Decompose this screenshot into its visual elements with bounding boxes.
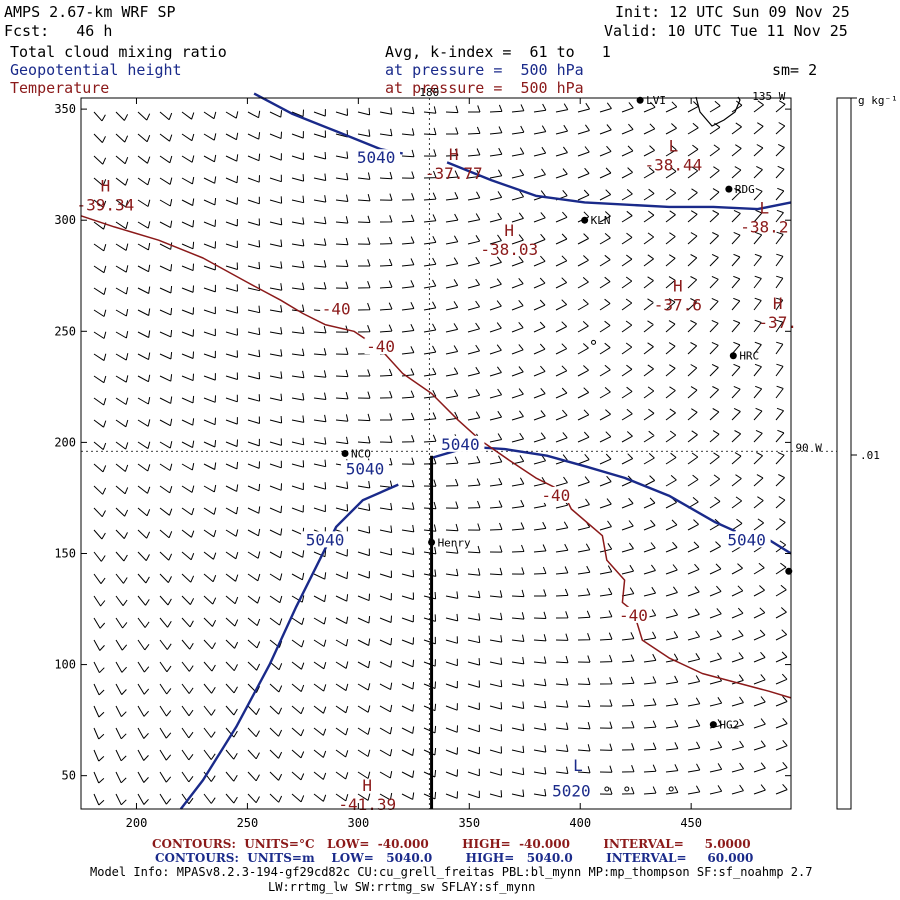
y-tick-label: 250 bbox=[54, 324, 76, 338]
extremum-value: -38.03 bbox=[480, 240, 538, 259]
temperature-pressure-level: at pressure = 500 hPa bbox=[385, 79, 584, 97]
x-tick-label: 250 bbox=[237, 816, 259, 830]
y-tick-label: 150 bbox=[54, 546, 76, 560]
station-dot bbox=[341, 450, 349, 457]
wind-barbs bbox=[93, 100, 788, 806]
footer-physics-info: LW:rrtmg_lw SW:rrtmg_sw SFLAY:sf_mynn bbox=[268, 880, 536, 894]
field-temperature-label: Temperature bbox=[10, 79, 110, 97]
height-contour-label: 5020 bbox=[552, 781, 591, 800]
y-tick-label: 50 bbox=[62, 769, 76, 783]
field-cloud-label: Total cloud mixing ratio bbox=[10, 43, 227, 61]
low-marker: L bbox=[573, 756, 583, 775]
forecast-hour: Fcst: 46 h bbox=[4, 22, 113, 40]
high-marker: H bbox=[101, 176, 111, 195]
low-marker: L bbox=[760, 199, 770, 218]
temperature-contour-label: -40 bbox=[541, 486, 570, 505]
station-label: HRC bbox=[739, 350, 759, 363]
label-mask bbox=[547, 782, 596, 799]
label-mask bbox=[436, 435, 485, 452]
temperature-contour-label: -40 bbox=[619, 606, 648, 625]
longitude-label: 180 bbox=[419, 86, 439, 99]
longitude-label: 90 W bbox=[795, 441, 822, 454]
colorbar bbox=[836, 97, 852, 810]
label-mask bbox=[320, 300, 353, 317]
high-marker: H bbox=[773, 294, 783, 313]
y-tick-label: 200 bbox=[54, 435, 76, 449]
height-contour-label: 5040 bbox=[357, 148, 396, 167]
longitude-label: 135 W bbox=[752, 90, 785, 103]
extremum-value: -37. bbox=[758, 313, 797, 332]
height-contour-label: 5040 bbox=[346, 459, 385, 478]
station-label: HG2 bbox=[719, 719, 739, 732]
extremum-value: -39.34 bbox=[77, 195, 135, 214]
station-dot bbox=[709, 721, 717, 729]
coastline bbox=[695, 96, 741, 127]
init-time: Init: 12 UTC Sun 09 Nov 25 bbox=[615, 3, 850, 21]
label-mask bbox=[364, 338, 397, 355]
small-marker bbox=[591, 339, 597, 345]
y-tick-label: 300 bbox=[54, 213, 76, 227]
height-contour-label: 5040 bbox=[306, 530, 345, 549]
label-mask bbox=[341, 460, 389, 477]
low-marker: L bbox=[669, 136, 679, 155]
label-mask bbox=[301, 531, 350, 548]
x-tick-label: 400 bbox=[569, 816, 591, 830]
small-marker bbox=[668, 786, 674, 792]
high-marker: H bbox=[449, 145, 459, 164]
high-marker: H bbox=[673, 276, 683, 295]
label-mask bbox=[617, 606, 650, 623]
station-label: LVI bbox=[646, 94, 666, 107]
coastline-path bbox=[695, 96, 741, 127]
y-tick-label: 100 bbox=[54, 658, 76, 672]
station-label: Henry bbox=[438, 536, 471, 549]
x-tick-label: 350 bbox=[458, 816, 480, 830]
x-tick-label: 200 bbox=[126, 816, 148, 830]
label-mask bbox=[539, 486, 572, 503]
extremum-value: -37.6 bbox=[654, 295, 702, 314]
plot-frame bbox=[80, 97, 792, 810]
temperature-contour bbox=[80, 215, 381, 350]
station-dot bbox=[428, 538, 436, 546]
y-tick-label: 350 bbox=[54, 102, 76, 116]
station-dot bbox=[581, 216, 589, 224]
small-marker bbox=[604, 786, 610, 792]
height-pressure-level: at pressure = 500 hPa bbox=[385, 61, 584, 79]
label-mask bbox=[352, 149, 401, 166]
colorbar-tick-label: .01 bbox=[860, 449, 880, 462]
colorbar-unit: g kg⁻¹ bbox=[858, 94, 898, 107]
footer-height-contours: CONTOURS: UNITS=m LOW= 5040.0 HIGH= 5040… bbox=[155, 851, 754, 865]
height-contour bbox=[446, 161, 792, 211]
station-label: RDG bbox=[735, 183, 755, 196]
avg-k-index: Avg, k-index = 61 to 1 bbox=[385, 43, 611, 61]
temperature-contour bbox=[379, 348, 792, 699]
station-label: KLN bbox=[591, 214, 611, 227]
label-mask bbox=[722, 531, 771, 548]
field-height-label: Geopotential height bbox=[10, 61, 182, 79]
small-marker bbox=[624, 786, 630, 792]
high-marker: H bbox=[362, 776, 372, 795]
temperature-contour-label: -40 bbox=[366, 337, 395, 356]
height-contour-label: 5040 bbox=[727, 530, 766, 549]
height-contour-label: 5040 bbox=[441, 435, 480, 454]
height-contour bbox=[253, 92, 403, 155]
wind-barb-field bbox=[93, 100, 788, 806]
footer-model-info: Model Info: MPASv8.2.3-194-gf29cd82c CU:… bbox=[90, 865, 813, 879]
extremum-value: -38.44 bbox=[645, 155, 703, 174]
station-label: NCO bbox=[351, 448, 371, 461]
temperature-contour-label: -40 bbox=[322, 299, 351, 318]
extremum-value: -41.39 bbox=[338, 795, 396, 814]
smoothing-info: sm= 2 bbox=[772, 61, 818, 79]
model-title: AMPS 2.67-km WRF SP bbox=[4, 3, 176, 21]
station-dot bbox=[725, 185, 733, 193]
height-contour bbox=[179, 483, 399, 810]
footer-temperature-contours: CONTOURS: UNITS=°C LOW= -40.000 HIGH= -4… bbox=[152, 837, 751, 851]
valid-time: Valid: 10 UTC Tue 11 Nov 25 bbox=[604, 22, 848, 40]
extremum-value: -37.77 bbox=[425, 164, 483, 183]
extremum-value: -38.2 bbox=[740, 218, 788, 237]
x-tick-label: 450 bbox=[680, 816, 702, 830]
high-marker: H bbox=[504, 221, 514, 240]
x-tick-label: 300 bbox=[348, 816, 370, 830]
station-dot bbox=[729, 352, 737, 360]
